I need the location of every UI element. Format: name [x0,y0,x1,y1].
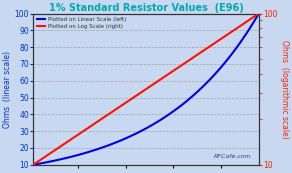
Y-axis label: Ohms  (linear scale): Ohms (linear scale) [3,51,12,128]
Text: RFCafe.com: RFCafe.com [214,154,252,159]
Title: 1% Standard Resistor Values  (E96): 1% Standard Resistor Values (E96) [49,3,243,13]
Legend: Plotted on Linear Scale (left), Plotted on Log Scale (right): Plotted on Linear Scale (left), Plotted … [36,16,127,30]
Y-axis label: Ohms  (logarithmic scale): Ohms (logarithmic scale) [280,40,289,139]
